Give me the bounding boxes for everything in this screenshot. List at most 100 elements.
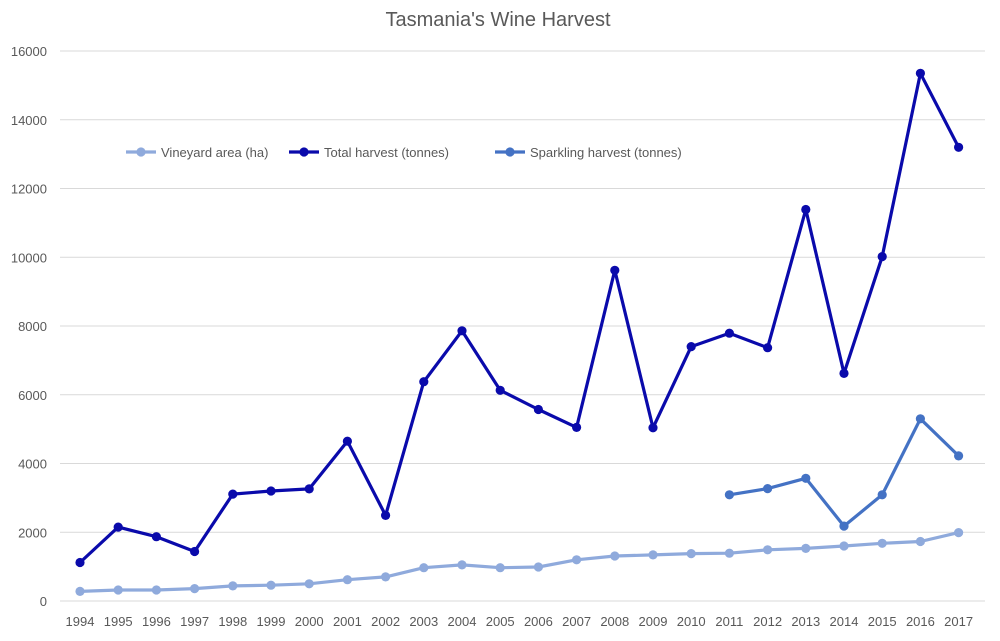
data-point	[495, 385, 505, 395]
x-tick-label: 2007	[562, 614, 591, 629]
data-point	[533, 404, 544, 415]
y-tick-label: 8000	[18, 319, 47, 334]
legend-label: Total harvest (tonnes)	[324, 145, 449, 160]
x-tick-label: 2004	[448, 614, 477, 629]
x-tick-label: 2008	[600, 614, 629, 629]
series-group	[75, 68, 964, 597]
series-line	[78, 71, 961, 565]
data-point	[915, 414, 926, 424]
series-3	[724, 414, 964, 531]
data-point	[915, 536, 926, 547]
data-point	[877, 252, 887, 262]
data-point	[151, 532, 161, 542]
x-tick-label: 2000	[295, 614, 324, 629]
x-axis-ticks: 1994 1995 1996 1997 1998 1999 2000 2001 2002 2003…	[66, 614, 974, 629]
legend-item: Vineyard area (ha)	[126, 145, 268, 160]
x-tick-label: 1996	[142, 614, 171, 629]
x-tick-label: 2015	[868, 614, 897, 629]
series-2	[75, 68, 964, 568]
x-tick-label: 2009	[639, 614, 668, 629]
x-tick-label: 2014	[830, 614, 859, 629]
x-tick-label: 1995	[104, 614, 133, 629]
data-point	[419, 377, 429, 387]
y-tick-label: 14000	[11, 113, 47, 128]
x-tick-label: 2001	[333, 614, 362, 629]
legend-swatch-marker	[505, 147, 515, 157]
legend: Vineyard area (ha) Total harvest (tonnes)…	[126, 145, 682, 160]
x-tick-label: 2002	[371, 614, 400, 629]
data-point	[228, 489, 238, 499]
data-point	[228, 581, 238, 591]
data-point	[572, 422, 582, 432]
data-point	[457, 560, 467, 570]
data-point	[533, 562, 544, 572]
data-point	[763, 484, 773, 494]
x-tick-label: 2010	[677, 614, 706, 629]
data-point	[381, 510, 391, 520]
data-point	[839, 541, 849, 551]
x-tick-label: 1998	[218, 614, 247, 629]
x-tick-label: 2012	[753, 614, 782, 629]
data-point	[572, 555, 582, 565]
data-point	[954, 528, 964, 538]
data-point	[648, 423, 658, 433]
data-point	[610, 265, 620, 275]
data-point	[801, 543, 811, 554]
data-point	[304, 579, 314, 589]
chart-title: Tasmania's Wine Harvest	[386, 9, 611, 31]
y-axis-ticks: 0 2000 4000 6000 8000 10000 12000 14000 16000	[11, 44, 47, 609]
x-tick-label: 2017	[944, 614, 973, 629]
data-point	[763, 545, 773, 555]
legend-item: Sparkling harvest (tonnes)	[495, 145, 682, 160]
legend-label: Vineyard area (ha)	[161, 145, 268, 160]
data-point	[342, 436, 352, 446]
y-tick-label: 12000	[11, 182, 47, 197]
gridlines	[60, 50, 985, 602]
data-point	[304, 484, 314, 494]
data-point	[915, 68, 926, 78]
data-point	[190, 584, 200, 594]
data-point	[381, 572, 391, 582]
x-tick-label: 1997	[180, 614, 209, 629]
series-1	[75, 528, 964, 597]
legend-swatch-marker	[136, 147, 146, 157]
legend-label: Sparkling harvest (tonnes)	[530, 145, 682, 160]
data-point	[877, 490, 887, 500]
legend-swatch-marker	[299, 147, 309, 157]
data-point	[954, 142, 964, 152]
data-point	[724, 328, 735, 338]
data-point	[113, 522, 123, 532]
data-point	[190, 546, 200, 557]
data-point	[610, 551, 620, 561]
x-tick-label: 2016	[906, 614, 935, 629]
x-tick-label: 2013	[791, 614, 820, 629]
y-tick-label: 2000	[18, 525, 47, 540]
data-point	[75, 586, 85, 597]
data-point	[113, 585, 123, 595]
x-tick-label: 2003	[409, 614, 438, 629]
y-tick-label: 16000	[11, 44, 47, 59]
data-point	[266, 580, 276, 590]
y-tick-label: 4000	[18, 457, 47, 472]
y-tick-label: 0	[40, 594, 47, 609]
data-point	[686, 549, 696, 559]
x-tick-label: 1999	[257, 614, 286, 629]
data-point	[763, 343, 773, 353]
data-point	[724, 490, 735, 500]
data-point	[75, 557, 85, 568]
x-tick-label: 1994	[66, 614, 95, 629]
data-point	[877, 538, 887, 548]
x-tick-label: 2006	[524, 614, 553, 629]
series-line	[727, 417, 961, 528]
series-line	[78, 530, 961, 594]
legend-item: Total harvest (tonnes)	[289, 145, 449, 160]
data-point	[266, 486, 276, 496]
data-point	[495, 563, 505, 573]
data-point	[686, 342, 696, 352]
y-tick-label: 10000	[11, 250, 47, 265]
data-point	[724, 548, 735, 558]
data-point	[342, 575, 352, 585]
data-point	[954, 451, 964, 461]
